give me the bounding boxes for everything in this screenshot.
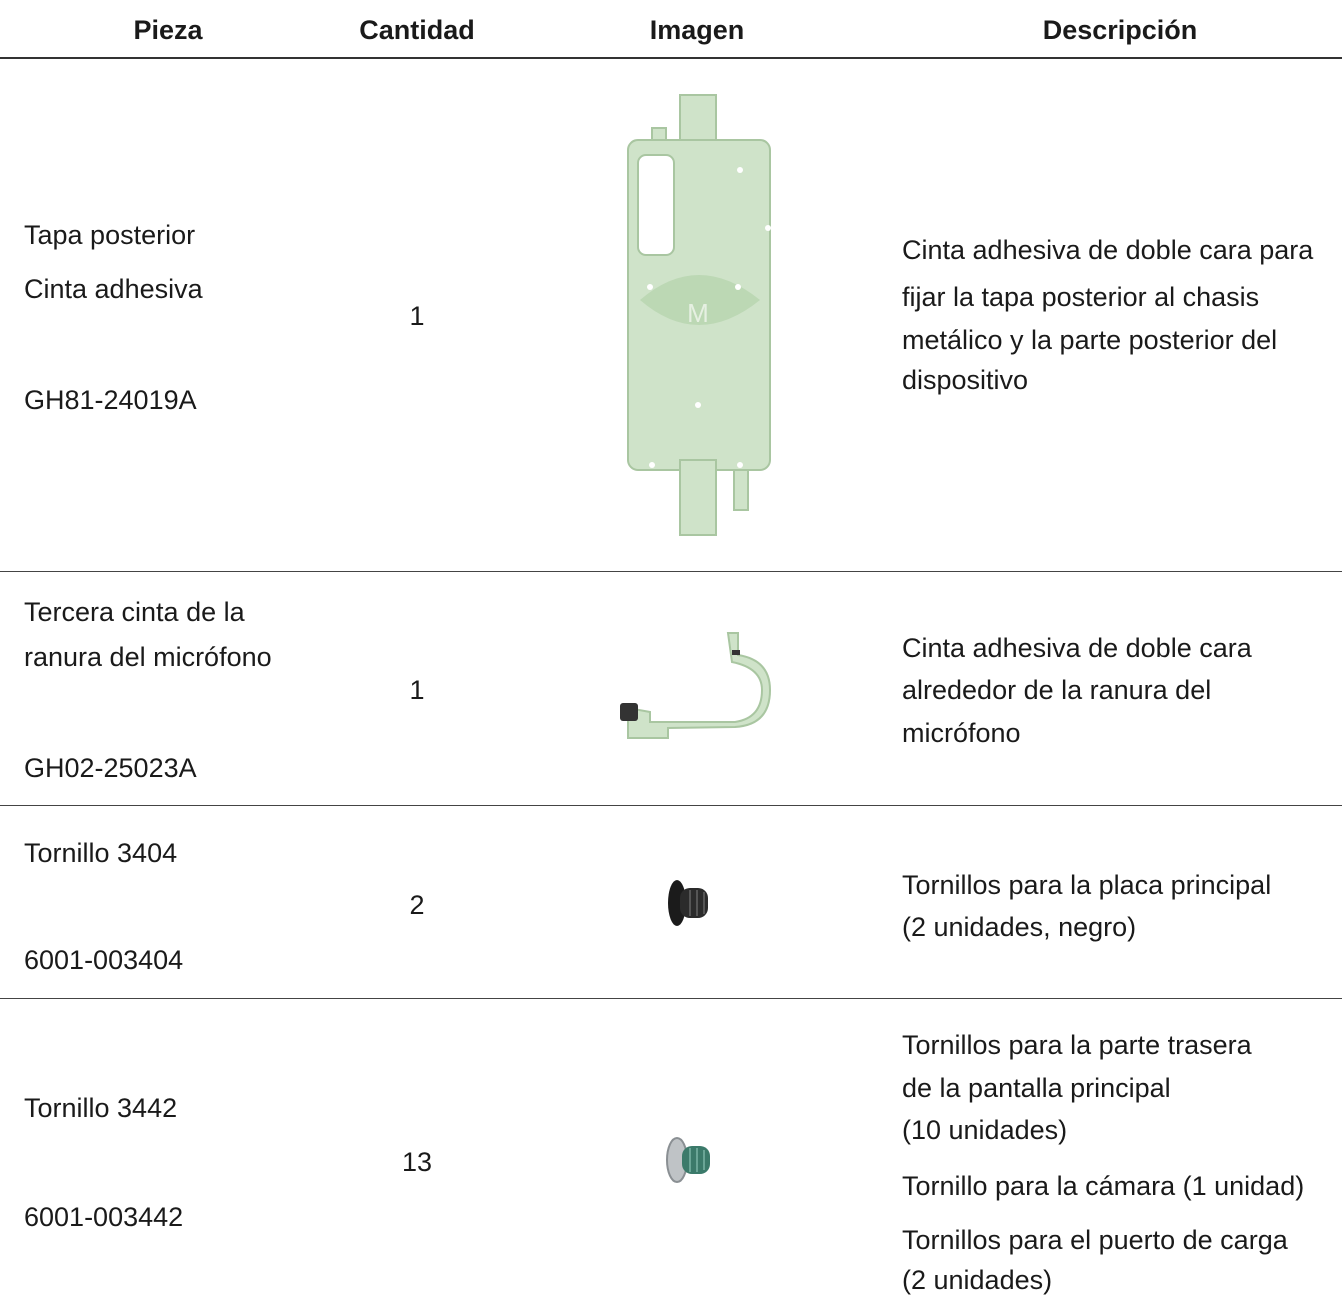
row-rule <box>0 805 1342 806</box>
part-name: ranura del micrófono <box>24 642 272 672</box>
description-line: micrófono <box>902 718 1021 748</box>
quantity: 1 <box>409 301 425 331</box>
column-header: Imagen <box>649 15 745 45</box>
description-line: (10 unidades) <box>902 1115 1068 1145</box>
description-line: de la pantalla principal <box>902 1073 1171 1103</box>
part-name: Tornillo 3442 <box>24 1093 178 1123</box>
description-line: Tornillos para la parte trasera <box>902 1030 1252 1060</box>
quantity: 13 <box>401 1147 433 1177</box>
description-line: Tornillo para la cámara (1 unidad) <box>902 1171 1305 1201</box>
part-name: Tercera cinta de la <box>24 597 245 627</box>
part-code: 6001-003442 <box>24 1202 184 1232</box>
description-line: Cinta adhesiva de doble cara para <box>902 235 1314 265</box>
description-line: fijar la tapa posterior al chasis <box>902 282 1260 312</box>
back-cover-tape-image: M <box>627 94 771 536</box>
row-rule <box>0 571 1342 572</box>
mic-tape-image <box>620 632 772 739</box>
description-line: metálico y la parte posterior del <box>902 325 1278 355</box>
column-header: Pieza <box>133 15 203 45</box>
description-line: alrededor de la ranura del <box>902 675 1212 705</box>
quantity: 2 <box>409 890 425 920</box>
description-line: (2 unidades) <box>902 1265 1053 1295</box>
part-code: GH81-24019A <box>24 385 197 415</box>
row-rule <box>0 998 1342 999</box>
description-line: Cinta adhesiva de doble cara <box>902 633 1252 663</box>
description-line: dispositivo <box>902 365 1029 395</box>
black-screw-image <box>668 880 708 926</box>
column-header: Cantidad <box>359 15 475 45</box>
svg-text:M: M <box>687 298 709 328</box>
header-rule <box>0 57 1342 59</box>
part-name: Tapa posterior <box>24 220 196 250</box>
part-name: Tornillo 3404 <box>24 838 178 868</box>
description-line: Tornillos para el puerto de carga <box>902 1225 1288 1255</box>
column-header: Descripción <box>1042 15 1198 45</box>
silver-screw-image <box>666 1137 710 1183</box>
part-name: Cinta adhesiva <box>24 274 203 304</box>
part-code: 6001-003404 <box>24 945 184 975</box>
description-line: (2 unidades, negro) <box>902 912 1137 942</box>
quantity: 1 <box>409 675 425 705</box>
part-code: GH02-25023A <box>24 753 197 783</box>
description-line: Tornillos para la placa principal <box>902 870 1272 900</box>
